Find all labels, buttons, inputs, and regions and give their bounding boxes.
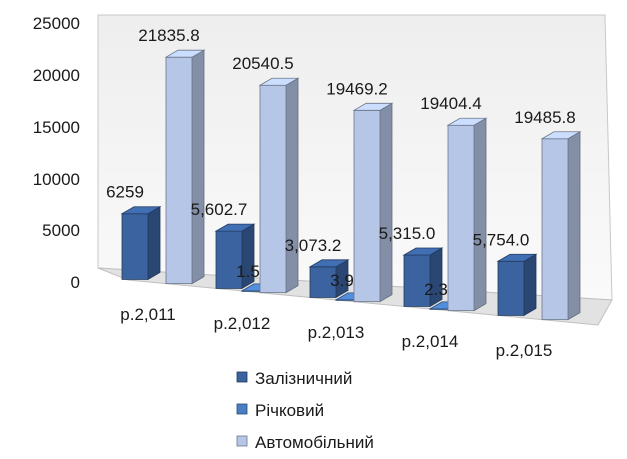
y-axis-ticks: 0 5000 10000 15000 20000 25000 (33, 14, 80, 292)
bar-side (567, 131, 581, 321)
x-tick-label: р.2,011 (120, 305, 175, 324)
data-label: 5,315.0 (379, 224, 436, 243)
x-tick-label: р.2,015 (496, 341, 553, 360)
bar-front (259, 84, 287, 294)
bar-front (403, 254, 431, 307)
bar-top (402, 247, 444, 256)
bar (214, 223, 256, 290)
data-label: 5,602.7 (191, 200, 248, 219)
x-tick-label: р.2,013 (308, 323, 365, 342)
data-labels: 6259 21835.8 5,602.7 1.5 20540.5 3,073.2 3.9 19… (106, 26, 576, 299)
bar-top (446, 117, 488, 126)
bar (402, 247, 444, 308)
bar-top (540, 131, 582, 140)
bar-top (164, 49, 206, 58)
data-label: 19485.8 (514, 108, 575, 127)
bar (258, 77, 300, 294)
legend-label: Річковий (255, 401, 324, 420)
bar-side (285, 77, 299, 294)
legend: Залізничний Річковий Автомобільний (236, 369, 374, 452)
legend-label: Автомобільний (255, 433, 374, 452)
y-tick-label: 25000 (33, 14, 80, 33)
data-label: 20540.5 (232, 54, 293, 73)
legend-swatch (236, 435, 248, 447)
y-tick-label: 10000 (33, 170, 80, 189)
bar-side (379, 102, 393, 303)
data-label: 2.3 (424, 280, 448, 299)
x-tick-label: р.2,012 (214, 314, 271, 333)
y-tick-label: 0 (71, 273, 80, 292)
bar (352, 102, 394, 303)
data-label: 21835.8 (138, 26, 199, 45)
data-label: 3.9 (330, 271, 354, 290)
data-label: 19404.4 (420, 94, 481, 113)
legend-item: Залізничний (236, 369, 352, 388)
bar-top (120, 206, 162, 215)
bar-side (523, 253, 537, 317)
bar (496, 253, 538, 317)
data-label: 5,754.0 (473, 230, 530, 249)
y-tick-label: 5000 (42, 221, 80, 240)
y-tick-label: 20000 (33, 66, 80, 85)
x-axis-ticks: р.2,011 р.2,012 р.2,013 р.2,014 р.2,015 (120, 305, 552, 360)
y-tick-label: 15000 (33, 118, 80, 137)
data-label: 19469.2 (326, 79, 387, 98)
data-label: 1.5 (236, 262, 260, 281)
x-tick-label: р.2,014 (402, 332, 459, 351)
bar-front (541, 138, 569, 321)
bar-top (214, 223, 256, 232)
bar (308, 259, 350, 299)
legend-item: Річковий (236, 401, 324, 420)
bar-top (496, 253, 538, 262)
legend-item: Автомобільний (236, 433, 374, 452)
bar-top (352, 102, 394, 111)
legend-swatch (236, 403, 248, 415)
bar-top (258, 77, 300, 86)
legend-label: Залізничний (255, 369, 352, 388)
bar (540, 131, 582, 321)
bar-front (121, 213, 149, 280)
bar-side (473, 117, 487, 312)
legend-swatch (236, 371, 248, 383)
bar-side (191, 49, 205, 285)
data-label: 3,073.2 (285, 236, 342, 255)
bar (120, 206, 162, 281)
bar-front (353, 109, 381, 303)
bar-front (497, 260, 525, 316)
bar (446, 117, 488, 312)
chart-bars (120, 49, 582, 321)
bar-front (309, 266, 337, 298)
data-label: 6259 (106, 183, 144, 202)
bar (164, 49, 206, 285)
bar-top (308, 259, 350, 268)
bar-front (165, 56, 193, 285)
bar-side (147, 206, 161, 281)
bar-front (447, 124, 475, 312)
